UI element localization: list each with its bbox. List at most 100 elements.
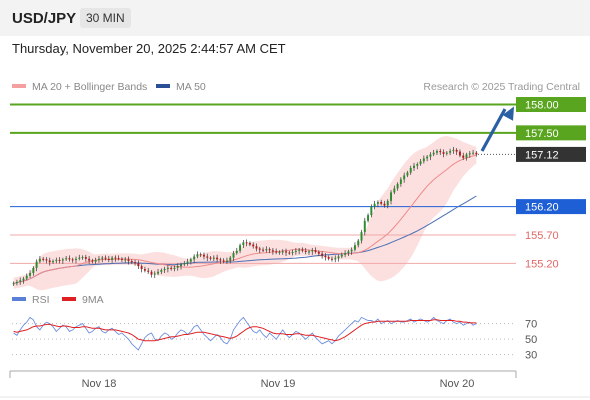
candle-body <box>380 202 383 204</box>
candle-body <box>137 263 140 267</box>
candle-body <box>294 250 297 252</box>
candle-body <box>344 253 347 255</box>
candle-body <box>353 245 356 250</box>
rsi-ma-line <box>13 319 477 342</box>
candle-body <box>183 263 186 265</box>
candle-body <box>42 258 45 260</box>
candle-body <box>304 250 307 252</box>
candle-body <box>52 261 55 263</box>
candle-body <box>222 260 225 262</box>
candle-body <box>360 232 363 241</box>
candle-body <box>78 257 81 259</box>
candle-body <box>196 254 199 257</box>
candle-body <box>219 259 222 261</box>
candle-body <box>435 151 438 153</box>
resistance-tag <box>516 97 586 113</box>
candle-body <box>324 255 327 258</box>
candle-body <box>212 257 215 259</box>
candle-body <box>84 257 87 259</box>
candle-body <box>252 244 255 247</box>
candle-body <box>409 168 412 173</box>
rsi-tick-label: 50 <box>525 334 537 346</box>
candle-body <box>68 258 71 260</box>
candle-body <box>458 151 461 156</box>
projection-arrow-head <box>502 106 514 121</box>
candle-body <box>186 261 189 264</box>
candle-body <box>170 267 173 269</box>
candle-body <box>390 192 393 201</box>
resistance-tag <box>516 125 586 141</box>
candle-body <box>65 258 68 260</box>
candle-body <box>416 164 419 166</box>
candle-body <box>265 249 268 251</box>
candle-body <box>285 251 288 253</box>
candle-body <box>202 254 205 257</box>
candle-body <box>81 257 84 259</box>
candle-body <box>107 258 110 260</box>
candle-body <box>383 203 386 206</box>
candle-body <box>271 250 274 252</box>
candle-body <box>347 251 350 254</box>
legend-label: MA 50 <box>176 81 206 93</box>
candle-body <box>19 280 22 283</box>
candle-body <box>399 179 402 184</box>
candle-body <box>403 175 406 180</box>
x-tick-label: Nov 20 <box>440 378 475 390</box>
candle-body <box>350 249 353 252</box>
candle-body <box>22 278 25 281</box>
candle-body <box>334 258 337 260</box>
candle-body <box>449 151 452 153</box>
candle-body <box>32 267 35 273</box>
candle-body <box>321 253 324 256</box>
candle-body <box>114 257 117 259</box>
candle-body <box>153 273 156 275</box>
support-label: 155.70 <box>525 230 559 242</box>
ma20-line <box>13 154 477 284</box>
candle-body <box>130 261 133 263</box>
legend-swatch <box>12 84 26 88</box>
candle-body <box>393 188 396 193</box>
candle-body <box>291 251 294 254</box>
candle-body <box>468 153 471 155</box>
candle-body <box>330 258 333 260</box>
candle-body <box>88 258 91 261</box>
candle-body <box>101 257 104 259</box>
x-tick-label: Nov 18 <box>82 378 117 390</box>
candle-body <box>317 251 320 254</box>
candle-body <box>55 259 58 262</box>
candle-body <box>357 240 360 246</box>
projection-arrow-shaft <box>480 108 507 152</box>
timeframe-button[interactable]: 30 MIN <box>80 8 131 28</box>
candle-body <box>432 152 435 155</box>
candle-body <box>111 257 114 260</box>
candle-body <box>465 154 468 158</box>
candle-body <box>61 259 64 261</box>
candle-body <box>472 152 475 154</box>
legend-swatch <box>156 84 170 88</box>
candle-body <box>445 152 448 154</box>
legend-label: MA 20 + Bollinger Bands <box>32 81 147 93</box>
candle-body <box>91 260 94 262</box>
candle-body <box>455 149 458 152</box>
candle-body <box>242 242 245 246</box>
ma50-line <box>13 195 477 284</box>
candle-body <box>193 256 196 260</box>
candle-body <box>340 254 343 257</box>
candle-body <box>298 249 301 251</box>
candle-body <box>235 250 238 254</box>
candle-body <box>58 259 61 261</box>
candle-body <box>29 272 32 276</box>
candle-body <box>370 206 373 216</box>
last-price-tag <box>516 146 586 162</box>
candle-body <box>157 271 160 274</box>
x-tick-label: Nov 19 <box>261 378 296 390</box>
candle-body <box>386 200 389 206</box>
symbol-title[interactable]: USD/JPY <box>12 10 77 27</box>
rsi-line <box>13 316 477 351</box>
candle-body <box>232 253 235 258</box>
candle-body <box>209 257 212 259</box>
rsi-legend-swatch <box>12 297 26 301</box>
rsi-tick-label: 30 <box>525 350 537 362</box>
candle-body <box>225 260 228 262</box>
candle-body <box>35 261 38 268</box>
